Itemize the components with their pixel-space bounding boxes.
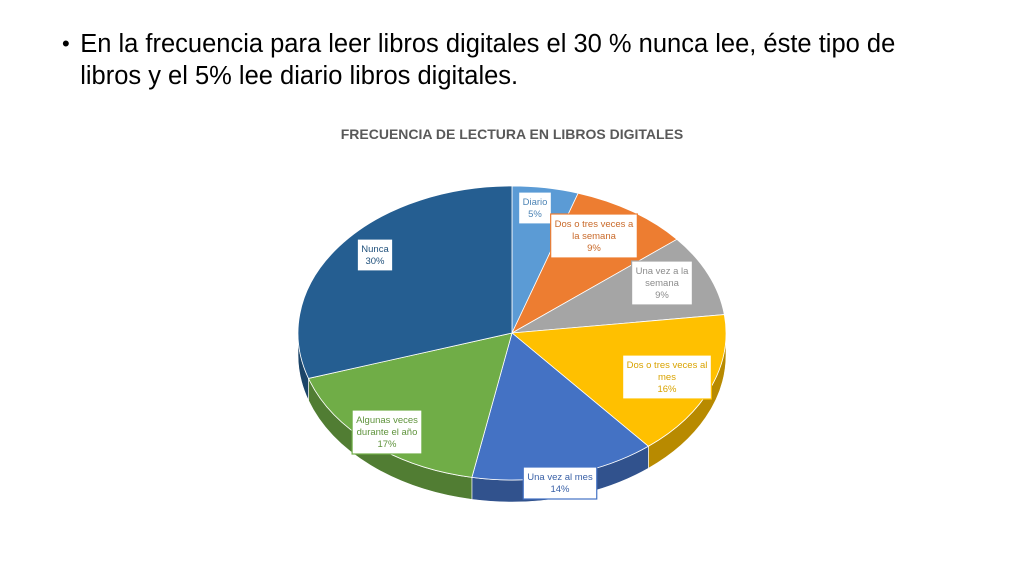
data-label-text: 9% (587, 243, 601, 254)
pie-slice (297, 185, 513, 379)
data-label-box (356, 238, 394, 272)
data-label-text: Nunca (361, 244, 389, 255)
data-label-text: Diario (523, 197, 548, 208)
data-label-text: mes (658, 372, 676, 383)
data-label-text: Dos o tres veces al (627, 360, 708, 371)
data-label-box (630, 260, 694, 306)
data-label-text: semana (645, 278, 680, 289)
data-label-box (351, 409, 423, 455)
data-label-text: 30% (365, 256, 385, 267)
data-label-text: 16% (657, 384, 677, 395)
data-label-text: 9% (655, 290, 669, 301)
data-label-text: 14% (550, 484, 570, 495)
bullet-text: En la frecuencia para leer libros digita… (80, 30, 896, 90)
data-label-text: Una vez al mes (527, 472, 593, 483)
data-label-text: 5% (528, 209, 542, 220)
data-label-box (522, 466, 598, 500)
data-label-box (517, 191, 553, 225)
data-label-text: la semana (572, 231, 617, 242)
chart-title: FRECUENCIA DE LECTURA EN LIBROS DIGITALE… (340, 126, 684, 142)
data-label-text: 17% (377, 439, 397, 450)
data-label-box (550, 213, 638, 259)
bullet-point: • En la frecuencia para leer libros digi… (62, 28, 962, 92)
data-label-text: Algunas veces (356, 415, 418, 426)
data-label-text: durante el año (357, 427, 418, 438)
data-label-text: Una vez a la (636, 266, 690, 277)
data-label-text: Dos o tres veces a (555, 219, 634, 230)
data-label-box (622, 354, 712, 400)
bullet-icon: • (62, 31, 70, 56)
